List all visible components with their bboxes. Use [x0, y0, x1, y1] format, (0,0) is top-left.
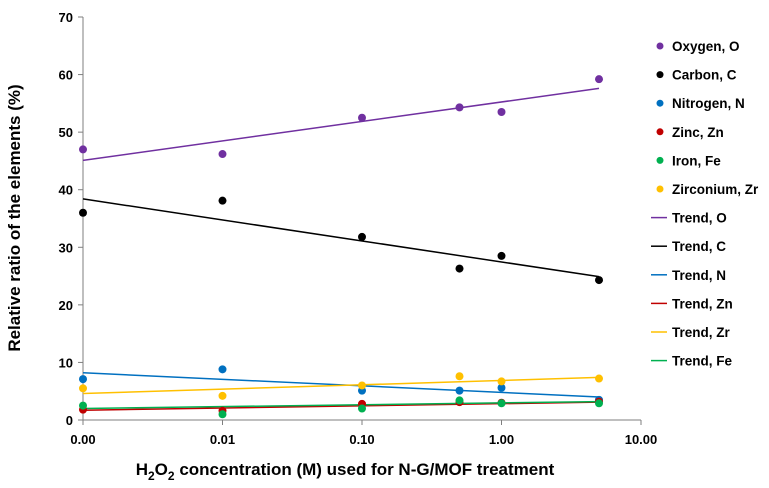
data-point — [79, 401, 87, 410]
data-point — [455, 396, 464, 405]
legend-label: Trend, C — [672, 239, 726, 254]
legend-label: Nitrogen, N — [672, 96, 745, 111]
trend-line — [82, 87, 600, 162]
y-tick-label: 70 — [59, 10, 73, 25]
legend-marker — [656, 128, 664, 136]
y-tick-label: 10 — [59, 355, 73, 370]
x-axis-title-part: H — [136, 460, 148, 479]
trend-line — [82, 198, 600, 278]
data-point — [79, 384, 87, 393]
y-tick-label: 20 — [59, 298, 73, 313]
x-tick-label: 0.01 — [210, 432, 235, 447]
legend-label: Carbon, C — [672, 68, 737, 83]
data-point — [455, 386, 464, 395]
legend-marker — [656, 99, 664, 107]
y-tick-label: 50 — [59, 125, 73, 140]
data-point — [358, 113, 366, 122]
x-tick-label: 1.00 — [489, 432, 514, 447]
data-point — [358, 381, 366, 390]
legend-label: Trend, Zn — [672, 296, 733, 311]
data-point — [218, 365, 227, 374]
data-point — [595, 374, 604, 383]
data-point — [595, 399, 604, 408]
x-axis-title-part: concentration (M) used for N-G/MOF treat… — [175, 460, 555, 479]
x-tick-label: 0.00 — [70, 432, 95, 447]
data-point — [595, 75, 604, 84]
data-point — [79, 208, 87, 217]
x-axis-title-part: O — [155, 460, 168, 479]
data-point — [218, 410, 227, 419]
x-axis-title-subscript: 2 — [168, 469, 175, 483]
data-point — [497, 383, 506, 392]
x-axis-title: H2O2 concentration (M) used for N-G/MOF … — [136, 460, 555, 483]
data-point — [455, 264, 464, 273]
data-point — [358, 232, 366, 241]
y-tick-label: 60 — [59, 68, 73, 83]
legend-label: Zirconium, Zr — [672, 182, 759, 197]
data-point — [358, 404, 366, 413]
trend-line — [82, 401, 600, 411]
data-point — [455, 103, 464, 112]
legend-marker — [656, 42, 664, 50]
x-tick-label: 0.10 — [349, 432, 374, 447]
legend-label: Oxygen, O — [672, 39, 740, 54]
legend-marker — [656, 156, 664, 164]
y-tick-label: 40 — [59, 183, 73, 198]
trend-line — [82, 376, 600, 395]
legend-label: Trend, N — [672, 268, 726, 283]
legend-label: Iron, Fe — [672, 153, 721, 168]
legend: Oxygen, O Carbon, C Nitrogen, N Zinc, Zn Iro… — [651, 39, 759, 369]
data-point — [497, 377, 506, 386]
data-point — [218, 196, 227, 205]
data-point — [79, 145, 87, 154]
data-point — [79, 375, 87, 384]
x-axis-title-subscript: 2 — [148, 469, 155, 483]
plot-area: 0 10 20 30 40 50 60 70 0.00 0.01 0.10 1.00 10.00 — [59, 10, 658, 447]
legend-label: Trend, O — [672, 211, 727, 226]
y-tick-label: 0 — [66, 413, 73, 428]
legend-marker — [656, 185, 664, 193]
trend-line — [82, 400, 600, 410]
data-point — [497, 399, 506, 408]
data-point — [218, 150, 227, 159]
data-point — [455, 372, 464, 381]
data-point — [595, 276, 604, 285]
x-tick-label: 10.00 — [625, 432, 658, 447]
legend-marker — [656, 71, 664, 79]
data-point — [218, 391, 227, 400]
legend-label: Zinc, Zn — [672, 125, 724, 140]
legend-label: Trend, Zr — [672, 325, 731, 340]
y-tick-label: 30 — [59, 240, 73, 255]
legend-label: Trend, Fe — [672, 354, 733, 369]
data-point — [497, 251, 506, 260]
y-axis-title: Relative ratio of the elements (%) — [5, 84, 24, 351]
data-point — [497, 107, 506, 116]
